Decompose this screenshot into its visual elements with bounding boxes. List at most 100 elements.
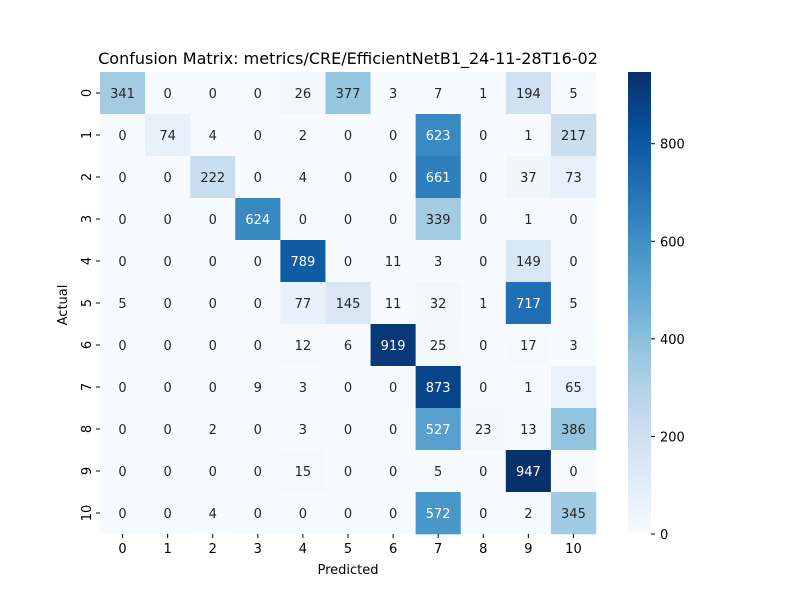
heatmap-cell — [280, 366, 326, 409]
heatmap-cell-value: 0 — [389, 129, 397, 144]
x-tick-label: 0 — [118, 542, 126, 557]
heatmap-cell — [145, 324, 191, 367]
heatmap-cell-value: 717 — [516, 297, 541, 312]
heatmap-cell-value: 0 — [479, 339, 487, 354]
y-tick-label: 2 — [80, 173, 95, 181]
heatmap-cell-value: 0 — [299, 213, 307, 228]
heatmap-cell-value: 145 — [336, 297, 361, 312]
heatmap-cell-value: 572 — [426, 507, 451, 522]
heatmap-cell-value: 0 — [479, 171, 487, 186]
heatmap-cell — [280, 492, 326, 535]
heatmap-cell — [460, 198, 507, 241]
heatmap-cell-value: 149 — [516, 255, 541, 270]
heatmap-cell — [460, 282, 507, 325]
heatmap-cell — [325, 114, 371, 157]
y-tick-label: 3 — [80, 215, 95, 223]
heatmap-cell-value: 0 — [118, 423, 126, 438]
heatmap-cell-value: 873 — [426, 381, 451, 396]
heatmap-cell — [370, 240, 416, 283]
heatmap-cell — [235, 72, 281, 115]
heatmap-cell — [190, 114, 236, 157]
heatmap-cell — [370, 72, 416, 115]
heatmap-cell — [280, 408, 326, 451]
heatmap-cell-value: 0 — [209, 87, 217, 102]
colorbar-tick-label: 400 — [660, 333, 685, 348]
heatmap-cell — [460, 240, 507, 283]
heatmap-cell — [460, 492, 507, 535]
heatmap-cell-value: 339 — [426, 213, 451, 228]
heatmap-cell-value: 0 — [254, 465, 262, 480]
heatmap-cell — [505, 450, 552, 493]
heatmap-cell-value: 345 — [561, 507, 586, 522]
heatmap-cell-value: 3 — [299, 423, 307, 438]
heatmap-cell — [550, 156, 597, 199]
heatmap-cell-value: 0 — [209, 381, 217, 396]
heatmap-cell-value: 947 — [516, 465, 541, 480]
heatmap-cell — [415, 72, 462, 115]
heatmap-cell — [325, 72, 371, 115]
heatmap-cell-value: 0 — [254, 507, 262, 522]
heatmap-cell — [325, 282, 371, 325]
heatmap-cell — [460, 450, 507, 493]
heatmap-cell-value: 0 — [479, 507, 487, 522]
chart-title: Confusion Matrix: metrics/CRE/EfficientN… — [98, 49, 598, 69]
heatmap-cell — [145, 366, 191, 409]
heatmap-cell-value: 5 — [118, 297, 126, 312]
heatmap-cell-value: 5 — [434, 465, 442, 480]
heatmap-cell — [145, 156, 191, 199]
heatmap-cell — [280, 324, 326, 367]
heatmap-cell — [100, 366, 146, 409]
colorbar-tick-label: 200 — [660, 430, 685, 445]
heatmap-cell — [370, 324, 416, 367]
heatmap-cell — [190, 366, 236, 409]
heatmap-cell — [100, 240, 146, 283]
heatmap-cell-value: 0 — [118, 465, 126, 480]
heatmap-cell — [550, 114, 597, 157]
heatmap-cell-value: 624 — [245, 213, 270, 228]
heatmap-cell — [235, 492, 281, 535]
heatmap-cell — [280, 450, 326, 493]
heatmap-cell — [370, 366, 416, 409]
heatmap-cell — [100, 492, 146, 535]
heatmap-cell — [280, 114, 326, 157]
heatmap-cell — [550, 72, 597, 115]
colorbar-tick-label: 600 — [660, 235, 685, 250]
heatmap-cell — [370, 408, 416, 451]
heatmap-cell — [505, 366, 552, 409]
heatmap-cell-value: 74 — [159, 129, 176, 144]
heatmap-cell-value: 0 — [344, 129, 352, 144]
heatmap-cell-value: 0 — [299, 507, 307, 522]
heatmap-cell-value: 0 — [344, 507, 352, 522]
heatmap-cell-value: 0 — [479, 213, 487, 228]
heatmap-cell — [100, 72, 146, 115]
x-axis-ticks: 0 1 2 3 4 5 6 7 8 9 10 — [118, 534, 582, 557]
heatmap-cell-value: 5 — [569, 87, 577, 102]
y-tick-label: 6 — [80, 341, 95, 349]
heatmap-cell-value: 1 — [524, 381, 532, 396]
heatmap-cell — [325, 198, 371, 241]
heatmap-cell-value: 0 — [344, 213, 352, 228]
heatmap-cell — [415, 282, 462, 325]
heatmap-cell — [235, 366, 281, 409]
heatmap-cell-value: 0 — [209, 339, 217, 354]
heatmap-cell — [415, 366, 462, 409]
heatmap-cell — [235, 156, 281, 199]
heatmap-cell — [235, 324, 281, 367]
heatmap-cell-value: 0 — [163, 381, 171, 396]
heatmap-cell-value: 0 — [209, 297, 217, 312]
heatmap-cell-value: 0 — [118, 381, 126, 396]
heatmap-cell — [190, 72, 236, 115]
heatmap-cell — [100, 282, 146, 325]
heatmap-cell — [145, 114, 191, 157]
heatmap-cell-value: 1 — [524, 213, 532, 228]
heatmap-cell-value: 11 — [385, 297, 402, 312]
heatmap-cell — [145, 408, 191, 451]
heatmap-cell-value: 623 — [426, 129, 451, 144]
heatmap-cell — [190, 240, 236, 283]
x-tick-label: 2 — [209, 542, 217, 557]
heatmap-cell-value: 1 — [479, 87, 487, 102]
heatmap-cell-value: 377 — [336, 87, 361, 102]
y-axis-label: Actual — [56, 285, 71, 326]
heatmap-cell — [325, 492, 371, 535]
heatmap-cell-value: 0 — [254, 255, 262, 270]
